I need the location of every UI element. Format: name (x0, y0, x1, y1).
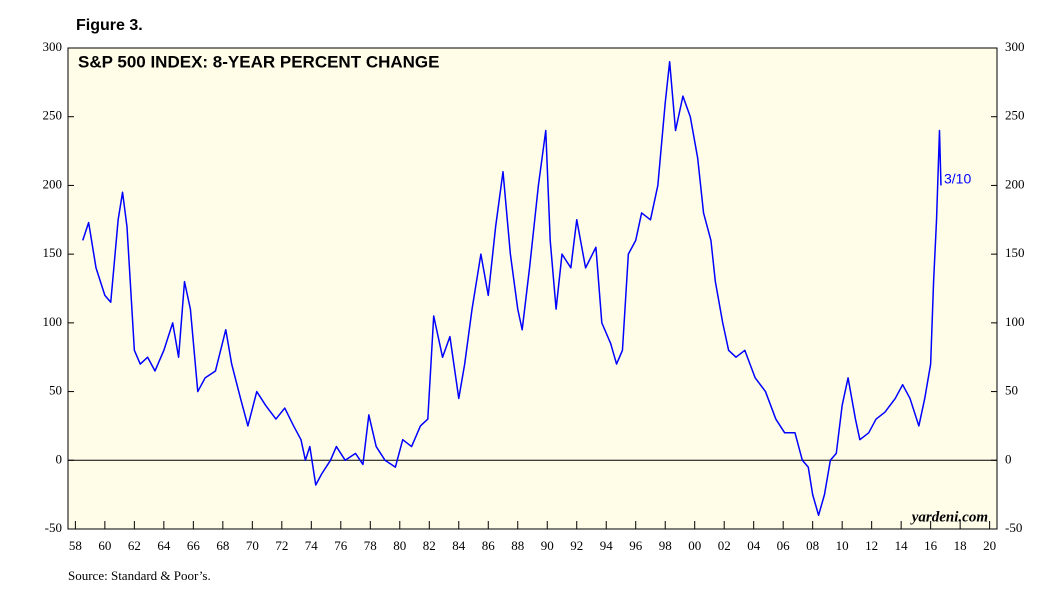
x-tick-label: 14 (895, 538, 909, 553)
x-tick-label: 10 (836, 538, 849, 553)
line (82, 60, 942, 517)
y-tick-label: -50 (45, 520, 62, 535)
x-tick-label: 16 (924, 538, 938, 553)
y-tick-label: 50 (49, 383, 62, 398)
x-tick-label: 78 (364, 538, 377, 553)
x-tick-label: 58 (69, 538, 82, 553)
y2-tick-label: 150 (1005, 245, 1025, 260)
y2-tick-label: 300 (1005, 39, 1025, 54)
figure-label: Figure 3. (76, 17, 143, 34)
x-tick-label: 70 (246, 538, 259, 553)
x-tick-label: 00 (688, 538, 701, 553)
x-tick-label: 02 (718, 538, 731, 553)
annotation: 3/10 (944, 171, 971, 187)
source: Source: Standard & Poor’s. (68, 568, 211, 583)
y2-tick-label: 50 (1005, 383, 1018, 398)
x-tick-label: 66 (187, 538, 201, 553)
x-tick-label: 98 (659, 538, 672, 553)
y-tick-label: 150 (43, 245, 63, 260)
x-tick-label: 76 (334, 538, 348, 553)
y-tick-label: 200 (43, 176, 63, 191)
x-tick-label: 20 (983, 538, 996, 553)
x-tick-label: 92 (570, 538, 583, 553)
y2-tick-label: -50 (1005, 520, 1022, 535)
y-tick-label: 100 (43, 314, 63, 329)
y-tick-label: 250 (43, 108, 63, 123)
plot-area (67, 47, 998, 530)
y2-tick-label: 100 (1005, 314, 1025, 329)
x-tick-label: 06 (777, 538, 791, 553)
x-tick-label: 94 (600, 538, 614, 553)
y2-tick-label: 200 (1005, 176, 1025, 191)
x-tick-label: 90 (541, 538, 554, 553)
x-tick-label: 64 (157, 538, 171, 553)
x-tick-label: 12 (865, 538, 878, 553)
y2-tick-label: 250 (1005, 108, 1025, 123)
x-tick-label: 96 (629, 538, 643, 553)
y2-tick-label: 0 (1005, 451, 1012, 466)
x-tick-label: 82 (423, 538, 436, 553)
x-tick-label: 62 (128, 538, 141, 553)
x-tick-label: 74 (305, 538, 319, 553)
watermark: yardeni.com (910, 509, 988, 525)
x-tick-label: 18 (954, 538, 967, 553)
x-tick-label: 60 (98, 538, 111, 553)
x-tick-label: 08 (806, 538, 819, 553)
x-tick-label: 84 (452, 538, 466, 553)
x-tick-label: 04 (747, 538, 761, 553)
x-tick-label: 86 (482, 538, 496, 553)
x-tick-label: 80 (393, 538, 406, 553)
y-tick-label: 300 (43, 39, 63, 54)
x-tick-label: 68 (216, 538, 229, 553)
x-tick-label: 88 (511, 538, 524, 553)
x-tick-label: 72 (275, 538, 288, 553)
y-tick-label: 0 (56, 451, 63, 466)
chart-title: S&P 500 INDEX: 8-YEAR PERCENT CHANGE (78, 52, 440, 71)
